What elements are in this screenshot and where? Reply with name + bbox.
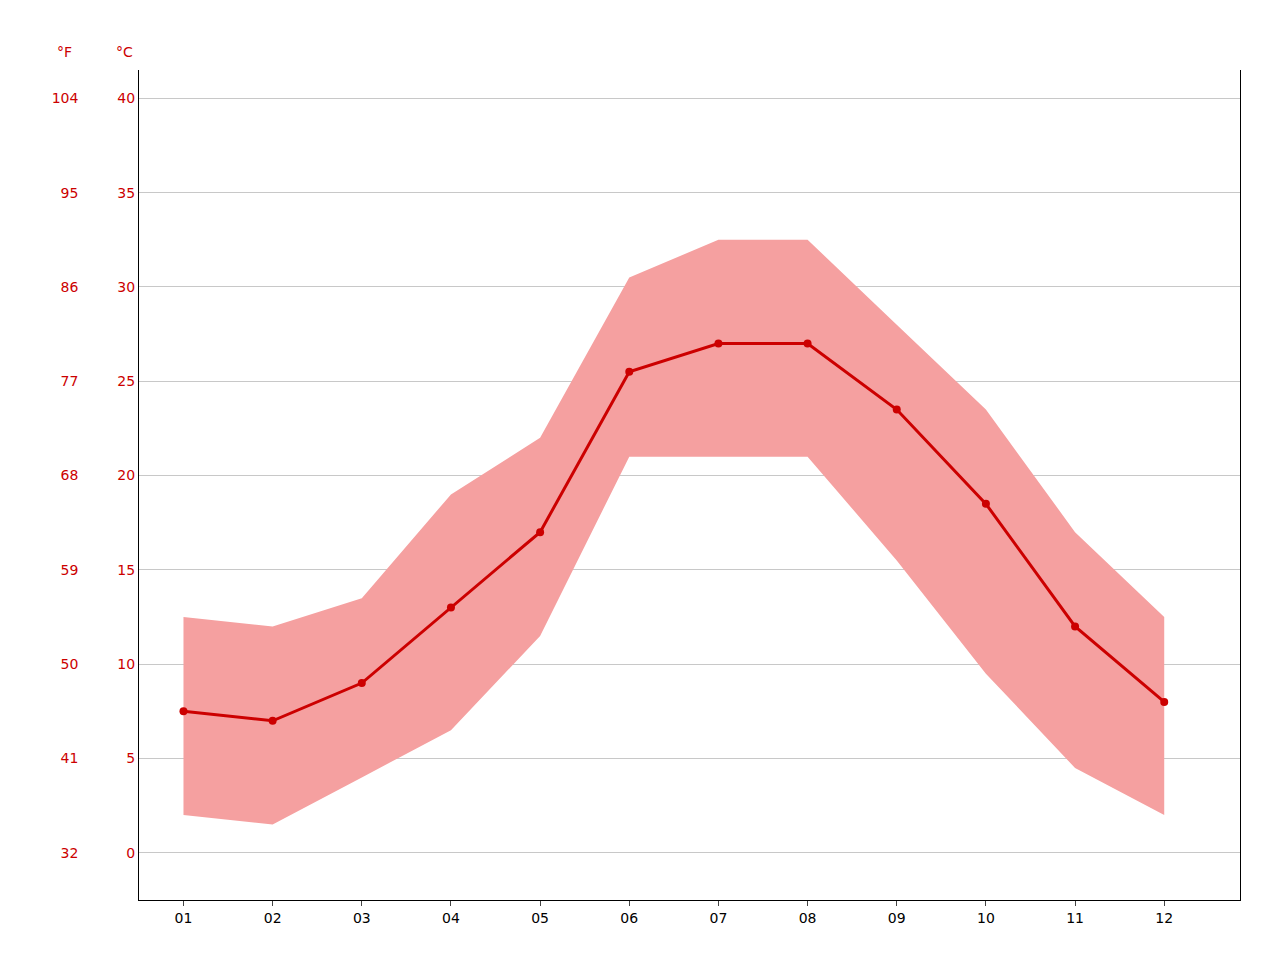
- svg-text:86: 86: [61, 279, 79, 295]
- svg-text:°F: °F: [57, 44, 72, 60]
- svg-text:95: 95: [61, 185, 79, 201]
- svg-text:68: 68: [61, 467, 79, 483]
- svg-text:10: 10: [117, 656, 135, 672]
- svg-text:0: 0: [126, 845, 135, 861]
- svg-text:03: 03: [353, 910, 371, 926]
- svg-text:50: 50: [61, 656, 79, 672]
- svg-text:11: 11: [1066, 910, 1084, 926]
- svg-text:40: 40: [117, 90, 135, 106]
- svg-text:10: 10: [977, 910, 995, 926]
- svg-text:104: 104: [52, 90, 79, 106]
- svg-text:°C: °C: [116, 44, 133, 60]
- svg-text:06: 06: [620, 910, 638, 926]
- svg-text:20: 20: [117, 467, 135, 483]
- svg-text:41: 41: [61, 750, 79, 766]
- svg-text:01: 01: [175, 910, 193, 926]
- svg-text:15: 15: [117, 562, 135, 578]
- svg-text:12: 12: [1155, 910, 1173, 926]
- svg-text:05: 05: [531, 910, 549, 926]
- svg-text:30: 30: [117, 279, 135, 295]
- svg-text:25: 25: [117, 373, 135, 389]
- svg-text:32: 32: [61, 845, 79, 861]
- svg-text:07: 07: [710, 910, 728, 926]
- svg-text:59: 59: [61, 562, 79, 578]
- svg-text:04: 04: [442, 910, 460, 926]
- svg-text:5: 5: [126, 750, 135, 766]
- svg-text:08: 08: [799, 910, 817, 926]
- svg-text:77: 77: [61, 373, 79, 389]
- svg-text:35: 35: [117, 185, 135, 201]
- svg-text:02: 02: [264, 910, 282, 926]
- svg-text:09: 09: [888, 910, 906, 926]
